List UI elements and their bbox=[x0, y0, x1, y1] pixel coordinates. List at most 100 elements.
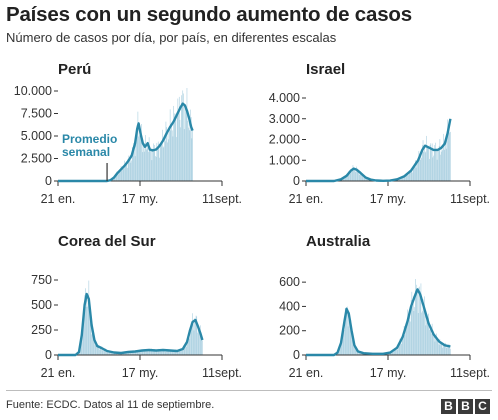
daily-bar bbox=[445, 342, 446, 355]
daily-bar bbox=[356, 166, 357, 181]
daily-bar bbox=[174, 351, 175, 355]
daily-bar bbox=[169, 109, 171, 181]
daily-bar bbox=[131, 160, 132, 181]
daily-bar bbox=[349, 173, 351, 181]
daily-bar bbox=[422, 145, 423, 181]
daily-bar bbox=[345, 308, 347, 355]
daily-bar bbox=[149, 146, 151, 181]
daily-bar bbox=[136, 131, 137, 181]
daily-bar bbox=[435, 142, 436, 181]
daily-bar bbox=[424, 152, 426, 181]
daily-bar bbox=[408, 319, 410, 355]
weekly-average-line bbox=[306, 288, 451, 357]
daily-bar bbox=[426, 315, 427, 355]
daily-bar bbox=[450, 131, 451, 181]
daily-bar bbox=[349, 321, 351, 355]
daily-bar bbox=[148, 351, 149, 355]
daily-bar bbox=[170, 130, 172, 181]
daily-bar bbox=[437, 149, 439, 181]
y-tick-label: 600 bbox=[279, 275, 300, 289]
daily-bar bbox=[176, 351, 177, 355]
daily-bar bbox=[438, 343, 439, 355]
daily-bar bbox=[419, 159, 421, 181]
daily-bar bbox=[110, 352, 111, 355]
daily-bar bbox=[150, 149, 152, 181]
daily-bar bbox=[422, 299, 424, 355]
daily-bar bbox=[448, 343, 450, 355]
daily-bar bbox=[127, 158, 129, 181]
y-tick-label: 500 bbox=[31, 298, 52, 312]
daily-bar bbox=[128, 155, 130, 181]
daily-bar bbox=[91, 334, 92, 355]
daily-bar bbox=[400, 178, 401, 181]
weekly-average-line bbox=[58, 102, 194, 183]
daily-bar bbox=[355, 349, 357, 355]
daily-bar bbox=[173, 105, 174, 181]
daily-bar bbox=[436, 159, 438, 181]
daily-bar bbox=[347, 174, 348, 181]
daily-bar bbox=[419, 286, 420, 355]
daily-bar bbox=[115, 352, 116, 355]
daily-bar bbox=[157, 141, 159, 181]
daily-bar bbox=[99, 349, 100, 355]
daily-bar bbox=[349, 311, 350, 355]
daily-bar bbox=[141, 137, 143, 181]
daily-bar bbox=[415, 291, 417, 355]
bbc-logo: B B C bbox=[441, 399, 490, 414]
daily-bar bbox=[145, 135, 146, 181]
daily-bar bbox=[351, 339, 353, 355]
daily-bar bbox=[426, 145, 428, 181]
daily-bar bbox=[408, 175, 409, 181]
daily-bar bbox=[169, 126, 170, 181]
daily-bar bbox=[338, 349, 340, 355]
daily-bar bbox=[178, 111, 179, 181]
daily-bar bbox=[174, 113, 175, 181]
daily-bar bbox=[421, 157, 422, 181]
daily-bar bbox=[182, 349, 184, 355]
daily-bar bbox=[160, 350, 162, 355]
daily-bar bbox=[394, 348, 396, 355]
daily-bar bbox=[106, 350, 107, 355]
daily-bar bbox=[181, 104, 183, 181]
daily-bar bbox=[124, 160, 125, 181]
daily-bar bbox=[138, 136, 139, 181]
daily-bar bbox=[412, 166, 414, 181]
daily-bar bbox=[360, 352, 361, 355]
daily-bar bbox=[180, 350, 181, 355]
daily-bar bbox=[169, 350, 171, 355]
daily-bar bbox=[343, 329, 345, 355]
daily-bar bbox=[421, 312, 422, 355]
daily-bar bbox=[408, 173, 410, 181]
daily-bar bbox=[153, 150, 155, 181]
daily-bar bbox=[95, 344, 97, 355]
daily-bar bbox=[116, 171, 118, 181]
daily-bar bbox=[198, 331, 200, 355]
daily-bar bbox=[429, 329, 430, 355]
daily-bar bbox=[423, 151, 425, 181]
daily-bar bbox=[82, 333, 83, 355]
daily-bar bbox=[120, 166, 122, 181]
daily-bar bbox=[343, 177, 345, 181]
daily-bar bbox=[438, 344, 440, 355]
daily-bar bbox=[98, 346, 99, 355]
daily-bar bbox=[115, 353, 117, 355]
daily-bar bbox=[183, 345, 184, 355]
daily-bar bbox=[185, 106, 186, 181]
daily-bar bbox=[397, 347, 399, 355]
daily-bar bbox=[358, 170, 359, 181]
daily-bar bbox=[115, 174, 117, 181]
daily-bar bbox=[401, 337, 403, 355]
daily-bar bbox=[442, 347, 443, 355]
daily-bar bbox=[93, 336, 95, 355]
daily-bar bbox=[173, 350, 174, 355]
daily-bar bbox=[139, 135, 140, 181]
daily-bar bbox=[188, 330, 190, 355]
daily-bar bbox=[418, 287, 420, 355]
daily-bar bbox=[133, 142, 134, 181]
chart-panel: Israel 0 1.000 2.000 3.000 4.000 21 en. 17 my. 1… bbox=[269, 61, 490, 206]
daily-bar bbox=[111, 352, 113, 355]
daily-bar bbox=[165, 121, 167, 181]
daily-bar bbox=[150, 348, 152, 355]
daily-bar bbox=[354, 169, 355, 181]
daily-bar bbox=[348, 171, 350, 181]
